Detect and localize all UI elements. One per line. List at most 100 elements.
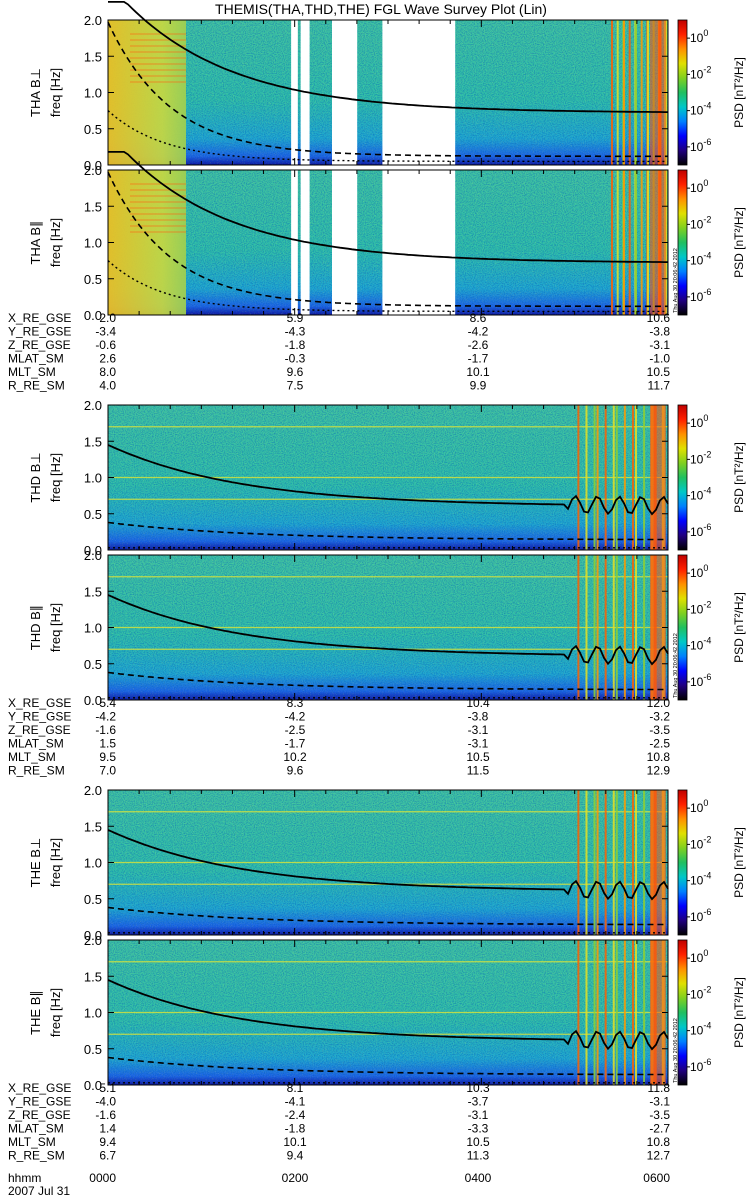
colorbar-tick-label: 10-6 [690,1057,711,1074]
ephemeris-row-label: MLAT_SM [8,737,64,751]
ephemeris-value: -3.1 [649,1095,670,1109]
ephemeris-value: 8.1 [287,1081,304,1095]
ephemeris-value: -3.3 [468,1122,489,1136]
ephemeris-value: -3.4 [95,325,116,339]
ephemeris-row-label: R_RE_SM [8,1149,65,1163]
colorbar-label: PSD [nT²/Hz] [732,442,746,513]
ephemeris-value: -4.3 [285,325,306,339]
freq-axis-label: freq [Hz] [48,838,63,887]
ephemeris-value: 9.5 [99,750,116,764]
colorbar [677,554,688,701]
ephemeris-value: -2.4 [285,1108,306,1122]
y-tick-label: 2.0 [84,398,102,413]
colorbar-tick-label: 100 [690,413,708,430]
y-tick-label: 1.0 [84,1006,102,1021]
ephemeris-value: 9.4 [287,1149,304,1163]
y-tick-label: 0.5 [84,507,102,522]
ephemeris-value: 11.5 [467,764,490,778]
date-label: 2007 Jul 31 [8,1184,70,1198]
y-tick-label: 0.5 [84,272,102,287]
ephemeris-value: -3.5 [649,1108,670,1122]
spectrogram-panel: 0.0 0.5 1.0 1.5 2.0 THA B∥ freq [Hz] 100 10-2 10-… [28,151,746,323]
y-tick-label: 1.5 [84,584,102,599]
colorbar-tick-label: 10-4 [690,1021,711,1038]
colorbar-label: PSD [nT²/Hz] [732,827,746,898]
y-tick-label: 1.5 [84,969,102,984]
ephemeris-value: -4.2 [468,325,489,339]
ephemeris-value: -2.5 [285,723,306,737]
ephemeris-value: 5.1 [99,1081,116,1095]
y-tick-label: 0.5 [84,122,102,137]
ephemeris-row-label: Y_RE_GSE [8,325,71,339]
colorbar-label: PSD [nT²/Hz] [732,592,746,663]
colorbar-tick-label: 100 [690,798,708,815]
ephemeris-value: 9.6 [287,764,304,778]
colorbar-tick-label: 10-4 [690,251,711,268]
ephemeris-row-label: X_RE_GSE [8,311,71,325]
ephemeris-row-label: Z_RE_GSE [8,1108,71,1122]
colorbar-tick-label: 10-2 [690,64,711,81]
time-tick-label: 0200 [282,1171,309,1185]
ephemeris-value: -3.1 [468,737,489,751]
ephemeris-row-label: Z_RE_GSE [8,723,71,737]
time-tick-label: 0600 [643,1171,670,1185]
ephemeris-value: 11.8 [648,1081,671,1095]
y-tick-label: 0.0 [84,543,102,558]
colorbar [677,169,688,316]
colorbar-tick-label: 10-2 [690,599,711,616]
colorbar-tick-label: 100 [690,28,708,45]
ephemeris-value: -1.7 [285,737,306,751]
ephemeris-value: 10.5 [466,750,490,764]
ephemeris-value: 12.7 [647,1149,671,1163]
panel-label: THA B⊥ [28,68,43,117]
ephemeris-value: 8.6 [470,311,487,325]
panel-label: THE B⊥ [28,838,43,888]
ephemeris-value: 10.8 [647,1135,671,1149]
ephemeris-value: -1.8 [285,1122,306,1136]
ephemeris-row-label: Z_RE_GSE [8,338,71,352]
colorbar-tick-label: 10-4 [690,871,711,888]
ephemeris-value: 10.8 [647,750,671,764]
ephemeris-row-label: MLT_SM [8,750,56,764]
ephemeris-value: -1.7 [468,352,489,366]
colorbar-tick-label: 10-6 [690,522,711,539]
y-tick-label: 0.0 [84,693,102,708]
colorbar [677,404,688,551]
spectrogram-panel: 0.0 0.5 1.0 1.5 2.0 THD B∥ freq [Hz] 100 10-2 10-… [28,548,746,708]
ephemeris-value: -3.8 [468,710,489,724]
colorbar-tick-label: 10-2 [690,984,711,1001]
ephemeris-value: 9.9 [470,379,487,393]
colorbar-tick-label: 10-4 [690,486,711,503]
ephemeris-row-label: MLAT_SM [8,1122,64,1136]
colorbar-tick-label: 10-4 [690,101,711,118]
y-tick-label: 0.0 [84,1078,102,1093]
colorbar-tick-label: 10-6 [690,907,711,924]
plot-timestamp: Thu Aug 30 20:06:42 2012 [673,248,679,313]
colorbar [677,789,688,936]
ephemeris-value: 10.6 [647,311,671,325]
ephemeris-value: 10.5 [466,1135,490,1149]
ephemeris-row-label: R_RE_SM [8,379,65,393]
ephemeris-value: 10.1 [466,365,490,379]
ephemeris-value: -2.5 [649,737,670,751]
ephemeris-value: -4.0 [95,1095,116,1109]
ephemeris-value: -3.7 [468,1095,489,1109]
spectrogram-panel: 0.0 0.5 1.0 1.5 2.0 THE B⊥ freq [Hz] 100 10-2 10-… [28,783,746,943]
ephemeris-value: -3.1 [468,723,489,737]
ephemeris-value: -2.7 [649,1122,670,1136]
ephemeris-value: -2.6 [468,338,489,352]
ephemeris-value: 4.0 [99,379,116,393]
freq-axis-label: freq [Hz] [48,453,63,502]
ephemeris-value: -0.3 [285,352,306,366]
ephemeris-value: -3.5 [649,723,670,737]
y-tick-label: 1.5 [84,199,102,214]
y-tick-label: 1.0 [84,621,102,636]
ephemeris-table: X_RE_GSE 5.4 8.3 10.4 12.0 Y_RE_GSE -4.2 -4.2 -3… [8,696,670,778]
time-tick-label: 0400 [465,1171,492,1185]
freq-axis-label: freq [Hz] [48,218,63,267]
ephemeris-row-label: Y_RE_GSE [8,710,71,724]
colorbar-tick-label: 100 [690,948,708,965]
y-tick-label: 2.0 [84,783,102,798]
ephemeris-value: -3.8 [649,325,670,339]
y-tick-label: 1.5 [84,434,102,449]
